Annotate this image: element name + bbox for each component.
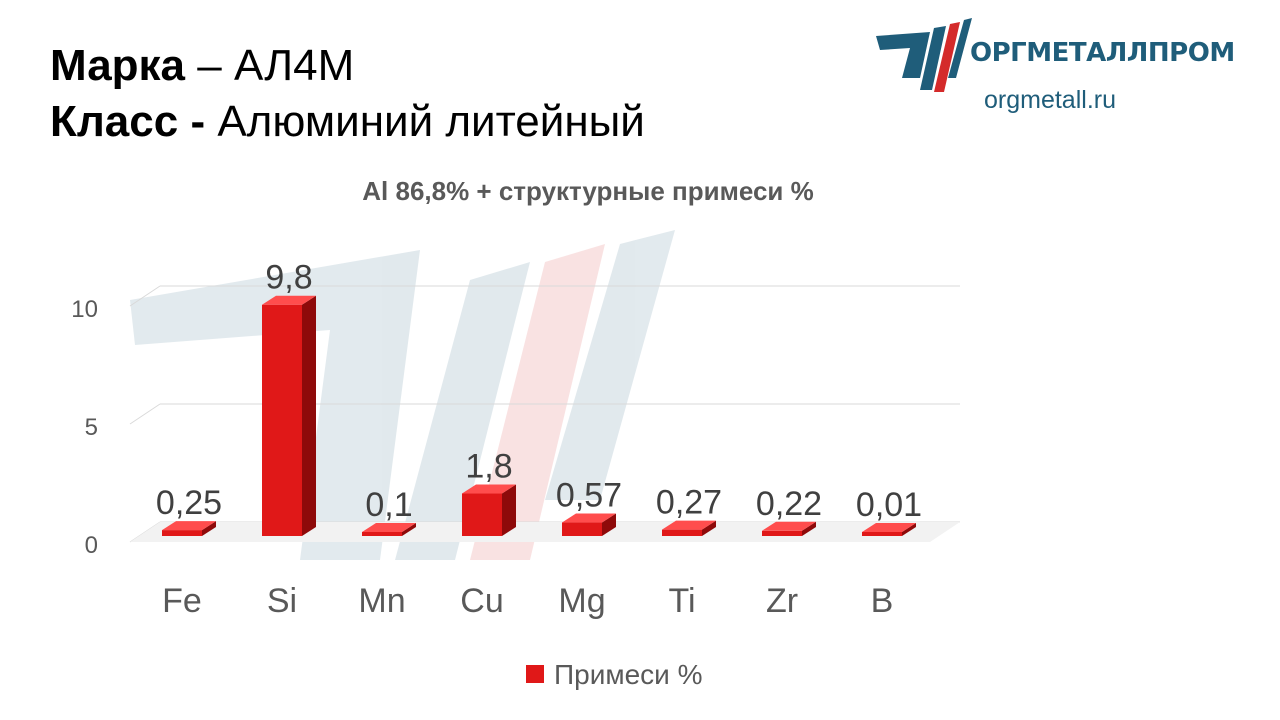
grade-value: – АЛ4М (185, 41, 355, 90)
class-value: Алюминий литейный (205, 97, 645, 146)
data-label: 1,8 (465, 448, 512, 486)
brand-logo: ОРГМЕТАЛЛПРОМ orgmetall.ru (876, 18, 1256, 128)
header: Марка – АЛ4М Класс - Алюминий литейный (50, 38, 645, 150)
bar (662, 529, 702, 536)
bar-side (402, 523, 416, 536)
x-tick-label: B (871, 582, 894, 620)
y-tick-label: 10 (71, 296, 98, 323)
watermark-logo-icon (130, 230, 675, 560)
bar (262, 304, 302, 536)
bar (562, 522, 602, 536)
grade-line: Марка – АЛ4М (50, 38, 645, 94)
x-tick-label: Ti (668, 582, 695, 620)
data-label: 9,8 (265, 259, 312, 297)
bar-top (862, 523, 916, 532)
bar-top (562, 513, 616, 523)
grade-label: Марка (50, 41, 186, 90)
bar (462, 493, 502, 536)
bar-side (902, 523, 916, 536)
legend-swatch (526, 665, 544, 683)
x-tick-label: Fe (162, 582, 202, 620)
bar (762, 530, 802, 536)
data-label: 0,25 (156, 484, 222, 522)
data-label: 0,27 (656, 484, 722, 522)
bar-top (262, 295, 316, 305)
legend: Примеси % (526, 659, 702, 690)
logo-name: ОРГМЕТАЛЛПРОМ (970, 38, 1235, 68)
y-tick-label: 5 (85, 414, 98, 441)
data-label: 0,1 (365, 486, 412, 524)
bar-side (302, 295, 316, 536)
x-tick-label: Si (267, 582, 297, 620)
class-line: Класс - Алюминий литейный (50, 94, 645, 150)
logo-url[interactable]: orgmetall.ru (984, 86, 1116, 114)
gridline (129, 403, 161, 425)
chart-title: Al 86,8% + структурные примеси % (362, 176, 813, 206)
class-label: Класс - (50, 97, 206, 146)
chart-floor (130, 522, 960, 542)
bar-top (362, 523, 416, 532)
bar-top (462, 484, 516, 494)
bar-side (802, 521, 816, 536)
x-tick-label: Mn (358, 582, 405, 620)
bar-top (662, 520, 716, 530)
y-tick-label: 0 (85, 532, 98, 559)
logo-mark-icon (876, 18, 972, 92)
bar-side (502, 484, 516, 536)
data-label: 0,57 (556, 477, 622, 515)
bar (162, 530, 202, 536)
bar-side (702, 520, 716, 536)
bar-side (602, 513, 616, 536)
gridline (129, 285, 161, 307)
bar (362, 532, 402, 536)
legend-label: Примеси % (554, 659, 702, 690)
bar-side (202, 521, 216, 536)
bar (862, 532, 902, 536)
bar-top (162, 521, 216, 531)
data-label: 0,01 (856, 486, 922, 524)
data-label: 0,22 (756, 485, 822, 523)
x-tick-label: Mg (558, 582, 605, 620)
bar-top (762, 521, 816, 531)
x-tick-label: Zr (766, 582, 798, 620)
x-tick-label: Cu (460, 582, 503, 620)
